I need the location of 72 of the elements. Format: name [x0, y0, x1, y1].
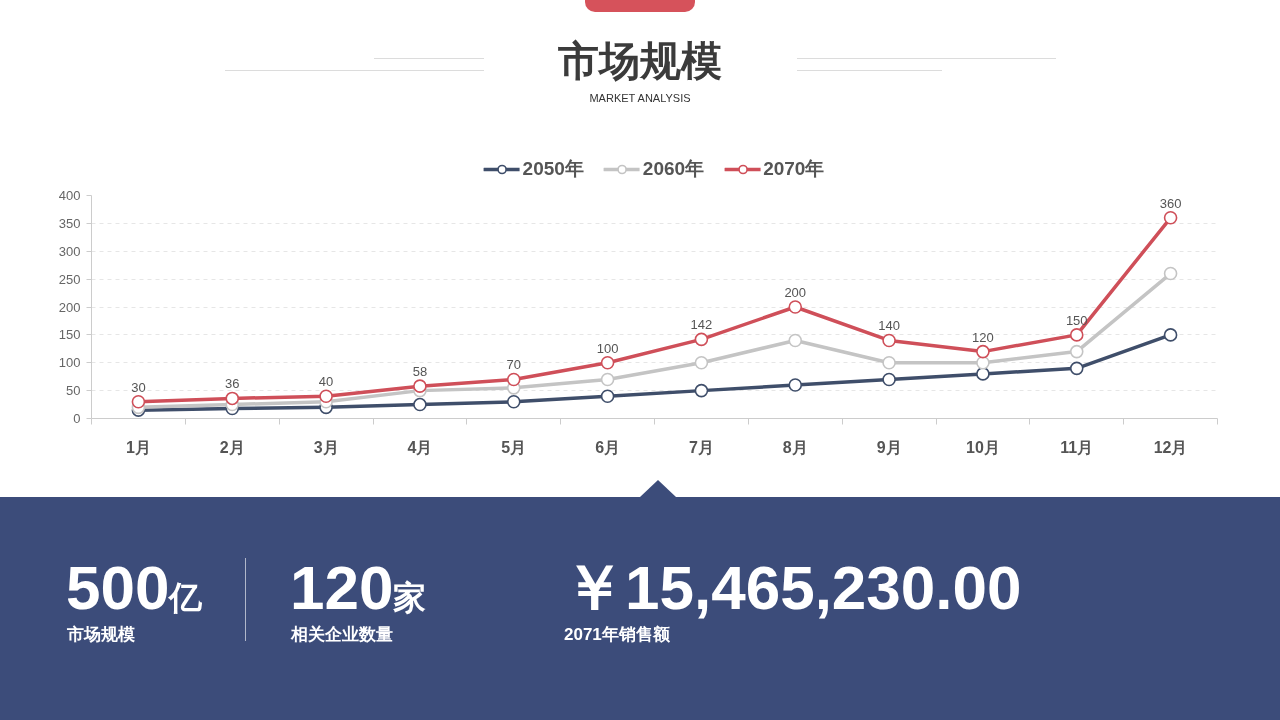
x-tick-label: 3月 [313, 438, 339, 456]
point [225, 391, 240, 406]
point [694, 383, 709, 398]
data-label: 100 [596, 340, 619, 356]
chart-title: 市场规模 [557, 38, 723, 84]
legend-label: 2060年 [642, 157, 705, 181]
legend-label: 2070年 [763, 157, 825, 181]
point [882, 333, 896, 348]
point [413, 379, 427, 393]
text: 500亿 [66, 553, 203, 622]
text: 市场规模 [67, 625, 135, 644]
x-tick-label: 4月 [407, 438, 433, 456]
chart-subtitle: MARKET ANALYSIS [588, 92, 692, 104]
x-tick-label: 1月 [125, 438, 151, 456]
y-tick-label: 100 [58, 355, 81, 371]
text: 相关企业数量 [291, 625, 393, 644]
y-tick-label: 350 [58, 215, 81, 231]
point [1163, 266, 1178, 281]
point [506, 394, 521, 409]
data-label: 70 [506, 357, 521, 373]
text: 2071年销售额 [564, 625, 670, 644]
y-tick-label: 150 [58, 327, 81, 343]
point [1069, 344, 1084, 359]
x-tick-label: 8月 [782, 438, 808, 456]
point [1069, 361, 1084, 376]
point [1069, 328, 1084, 342]
point [882, 372, 896, 387]
x-tick-label: 9月 [876, 438, 902, 456]
text: ￥15,465,230.00 [563, 553, 1022, 622]
data-label: 30 [131, 379, 146, 395]
point [600, 389, 615, 403]
text: 120家 [290, 553, 427, 622]
data-label: 36 [225, 376, 240, 392]
data-label: 200 [784, 285, 807, 300]
x-tick-label: 5月 [501, 438, 527, 456]
x-tick-label: 11月 [1060, 438, 1094, 456]
y-tick-label: 0 [73, 411, 81, 426]
data-label: 150 [1065, 312, 1088, 328]
point [1163, 328, 1178, 342]
point [694, 355, 709, 370]
y-tick-label: 300 [58, 243, 81, 259]
point [1163, 211, 1178, 225]
point [413, 397, 427, 412]
x-tick-label: 10月 [966, 438, 1000, 456]
x-tick-label: 12月 [1153, 438, 1188, 456]
y-tick-label: 50 [66, 383, 81, 399]
data-label: 360 [1159, 195, 1182, 211]
point [788, 300, 803, 314]
point [131, 394, 146, 409]
point [882, 355, 896, 370]
point [600, 355, 615, 370]
x-tick-label: 7月 [688, 438, 714, 456]
legend-label: 2050年 [522, 157, 584, 181]
y-tick-label: 250 [58, 271, 81, 287]
point [788, 378, 803, 392]
x-tick-label: 6月 [595, 438, 621, 456]
x-tick-label: 2月 [219, 438, 245, 456]
data-label: 40 [318, 374, 334, 390]
data-label: 120 [972, 329, 994, 345]
point [319, 389, 333, 403]
point [976, 355, 990, 370]
point [506, 372, 521, 387]
point [976, 344, 990, 359]
data-label: 58 [412, 364, 428, 380]
data-label: 140 [878, 318, 900, 334]
point [976, 367, 990, 381]
point [600, 372, 615, 387]
y-tick-label: 200 [58, 299, 81, 315]
point [788, 333, 803, 348]
point [694, 332, 709, 347]
data-label: 142 [690, 317, 713, 333]
y-tick-label: 400 [58, 188, 81, 203]
